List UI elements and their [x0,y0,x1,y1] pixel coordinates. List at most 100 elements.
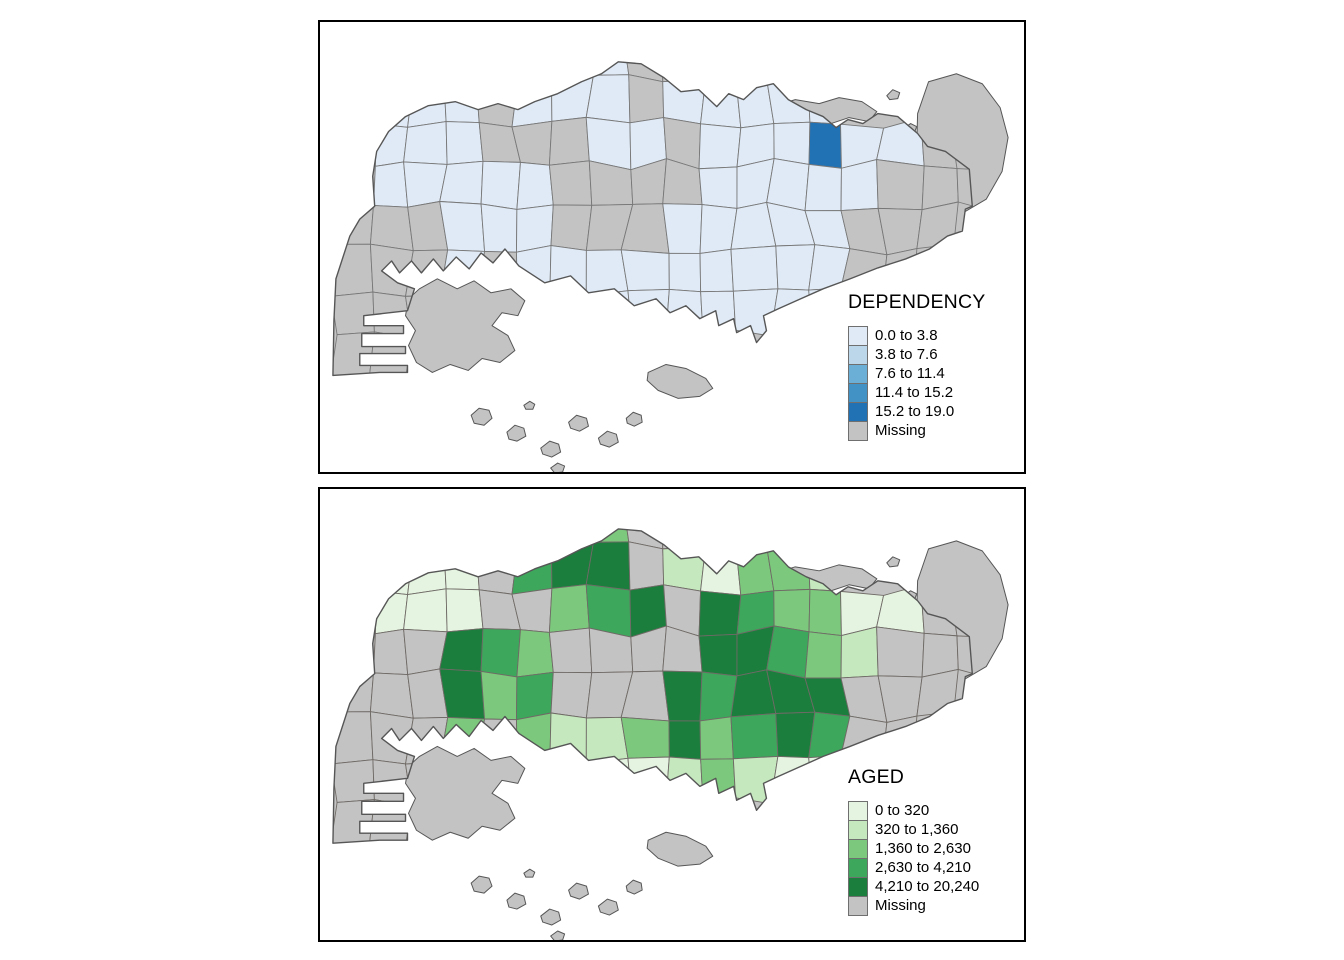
map-region [699,329,739,374]
map-region [775,711,816,759]
map-region [804,631,842,679]
map-region [665,756,704,808]
map-region [517,61,554,81]
legend-label: 11.4 to 15.2 [875,384,954,401]
map-region [730,713,779,760]
map-region [956,635,973,678]
map-region [668,720,702,760]
southern-island-4-island [568,414,589,432]
map-region [332,759,375,803]
map-region [480,670,518,721]
map-region [587,328,633,376]
map-region [332,243,374,297]
map-region [773,121,811,165]
map-region [585,290,633,333]
sentosa-island [646,831,714,867]
dependency-map-svg [330,61,1009,472]
legend-entry: Missing [848,421,985,441]
map-region [661,61,707,83]
legend-entries: 0 to 320 320 to 1,360 1,360 to 2,630 2,630 … [848,801,979,916]
map-region [549,756,596,807]
legend-label: 15.2 to 19.0 [875,403,955,420]
legend-label: Missing [875,897,926,914]
legend-label: Missing [875,422,926,439]
map-region [332,629,376,674]
southern-island-7-island [523,400,536,410]
map-region [549,245,587,297]
map-region [592,528,630,543]
map-region [332,202,374,245]
map-region [808,711,851,759]
map-region [548,627,593,674]
map-region [730,245,779,292]
jurong-island-island [405,278,526,373]
map-region [548,584,590,633]
map-region [808,287,849,330]
map-region [517,335,556,376]
southern-island-5-island [597,430,619,448]
legend-entry: 1,360 to 2,630 [848,839,979,859]
map-region [766,158,810,212]
legend-swatch [848,383,868,403]
map-region [516,671,554,721]
legend-entry: 0.0 to 3.8 [848,326,985,346]
dependency-map-panel: DEPENDENCY 0.0 to 3.8 3.8 to 7.6 7.6 to 11… [318,20,1026,474]
sentosa-island [646,363,714,399]
legend-swatch [848,326,868,346]
map-region [373,628,409,676]
southern-island-7-island [523,868,536,878]
legend-entry: 11.4 to 15.2 [848,383,985,403]
map-region [369,205,414,252]
jurong-island-island [405,745,526,841]
map-region [775,244,816,291]
southern-island-6-island [550,930,566,940]
map-region [445,121,484,165]
map-region [549,328,596,376]
map-region [439,668,486,720]
legend-swatch [848,402,868,422]
map-region [876,159,925,211]
legend-entries: 0.0 to 3.8 3.8 to 7.6 7.6 to 11.4 11.4 to 1… [848,326,985,441]
map-region [549,712,587,765]
legend-entry: 0 to 320 [848,801,979,821]
map-region [627,756,670,803]
map-region [766,528,814,551]
map-region [698,633,738,677]
map-region [662,670,703,722]
map-region [585,716,629,765]
map-region [699,797,739,842]
map-region [516,204,554,253]
map-region [766,625,810,679]
map-region [333,123,377,167]
map-region [766,61,814,84]
legend-swatch [848,896,868,916]
legend-swatch [848,421,868,441]
map-region [332,162,376,206]
map-region [550,204,593,251]
map-region [620,249,670,292]
map-region [516,161,554,210]
map-region [403,588,448,633]
legend-entry: 15.2 to 19.0 [848,402,985,422]
map-region [876,626,925,678]
map-region [550,671,593,719]
map-region [480,628,521,678]
map-region [548,160,593,206]
map-region [662,78,707,125]
legend-entry: Missing [848,896,979,916]
legend-entry: 3.8 to 7.6 [848,345,985,365]
map-region [368,840,408,844]
mainland-coastline [332,528,973,844]
legend-swatch [848,364,868,384]
southern-island-5-island [597,898,619,916]
map-region [368,799,413,844]
southern-island-3-island [540,440,562,458]
map-region [662,203,703,254]
legend-label: 1,360 to 2,630 [875,840,971,857]
legend-label: 2,630 to 4,210 [875,859,971,876]
map-region [330,377,373,416]
southern-island-8-island [625,879,643,895]
map-region [369,672,414,719]
legend-entry: 320 to 1,360 [848,820,979,840]
